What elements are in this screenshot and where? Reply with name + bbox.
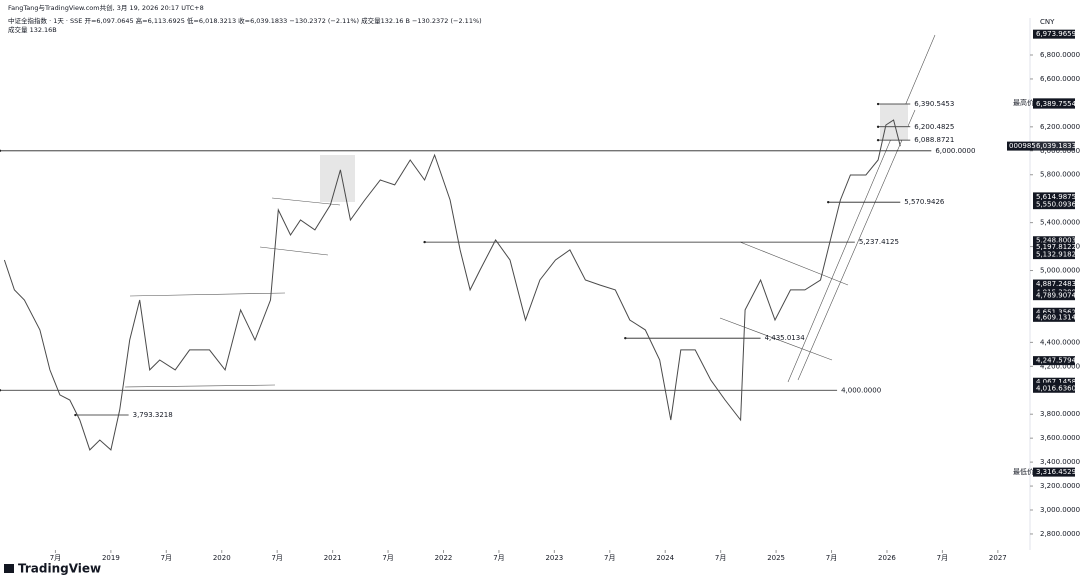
level-label: 6,000.0000 [935,147,975,155]
channel-lines [124,34,936,388]
y-tick-label: 5,800.0000 [1040,171,1080,179]
price-tag [1033,291,1075,301]
y-tick-label: 6,800.0000 [1040,51,1080,59]
y-tick-label: 6,600.0000 [1040,75,1080,83]
level-anchor [423,240,426,244]
x-tick-label: 2026 [878,554,896,562]
price-tag-label: 4,067.1458 [1036,378,1076,386]
y-tick-label: 4,400.0000 [1040,338,1080,346]
x-tick-label: 2024 [656,554,674,562]
price-tag-label: 4,016.6360 [1036,384,1076,392]
x-tick-label: 7月 [271,554,282,562]
x-tick-label: 2021 [324,554,342,562]
x-tick-label: 7月 [50,554,61,562]
level-anchor [827,200,830,204]
price-tag [1033,236,1075,246]
price-tag-label: 4,247.5794 [1036,357,1077,365]
level-label: 5,237.4125 [859,238,899,246]
level-anchor [624,336,627,340]
price-tag-name: 最高价 [1013,98,1034,107]
y-tick-label: 3,400.0000 [1040,458,1080,466]
y-tick-label: 3,600.0000 [1040,434,1080,442]
price-tag [1033,307,1075,317]
level-label: 6,200.4825 [914,123,954,131]
price-tag [1033,356,1075,366]
price-tag [1033,99,1075,109]
y-tick-label: 3,000.0000 [1040,506,1080,514]
level-anchor [0,149,2,152]
level-label: 3,793.3218 [133,411,173,419]
price-tag-label: 6,039.1833 [1036,142,1076,150]
price-tag-label: 5,550.0936 [1036,201,1077,209]
logo-mark [4,564,14,573]
x-tick-label: 7月 [493,554,504,562]
x-tick-label: 2023 [545,554,563,562]
x-tick-label: 7月 [604,554,615,562]
subtitle: 成交量 132.16B [8,25,57,34]
chart-title: 中证全指指数 · 1天 · SSE 开=6,097.0645 高=6,113.6… [8,16,482,25]
price-tag-label: 4,887.2483 [1036,280,1076,288]
x-tick-label: 2025 [767,554,785,562]
price-tag-label: 5,614.9875 [1036,193,1076,201]
price-tag-label: 4,609.1314 [1036,313,1077,321]
x-tick-label: 2022 [435,554,453,562]
level-anchor [74,413,77,417]
price-tag-name: 最低价 [1013,467,1034,476]
x-tick-label: 2019 [102,554,120,562]
price-tag-label: 3,316.4529 [1036,468,1076,476]
price-tag [1033,250,1075,260]
level-anchor [876,138,880,142]
price-tag-label: 5,248.8003 [1036,237,1076,245]
price-tag-label: 6,973.9659 [1036,30,1076,38]
y-tick-label: 4,200.0000 [1040,362,1080,370]
price-line [3,119,901,451]
price-tag [1033,377,1075,387]
price-tag [1033,29,1075,39]
level-label: 6,088.8721 [914,136,954,144]
y-tick-label: 5,400.0000 [1040,219,1080,227]
y-tick-label: 3,200.0000 [1040,482,1080,490]
y-tick-label: 3,800.0000 [1040,410,1080,418]
price-tag-label: 5,132.9182 [1036,251,1076,259]
price-tag [1033,312,1075,322]
level-anchor [876,125,880,128]
currency: CNY [1040,18,1055,26]
x-tick-label: 7月 [715,554,726,562]
x-tick-label: 7月 [161,554,172,562]
price-tag [1033,192,1075,202]
x-tick-label: 2027 [989,554,1007,562]
price-tag-label: 4,651.3562 [1036,308,1076,316]
price-tag [1033,141,1075,151]
level-label: 4,435.0134 [765,334,806,342]
price-tag-name: 000985 [1009,142,1036,150]
x-tick-label: 7月 [937,554,948,562]
price-tag-name-bg [1007,141,1033,151]
price-tag [1033,242,1075,252]
level-anchor [0,389,2,392]
price-tag [1033,200,1075,210]
y-tick-label: 5,000.0000 [1040,267,1080,275]
level-label: 4,000.0000 [841,386,881,394]
level-label: 5,570.9426 [904,198,945,206]
price-tag-label: 6,389.7554 [1036,100,1077,108]
x-tick-label: 7月 [826,554,837,562]
source: FangTang与TradingView.com共创, 3月 19, 2026 … [8,3,204,12]
price-tag [1033,279,1075,289]
level-anchor [876,102,880,106]
brand: TradingView [18,562,101,576]
price-tag [1033,467,1075,477]
x-tick-label: 2020 [213,554,231,562]
price-tag-label: 4,789.9074 [1036,292,1077,300]
y-tick-label: 6,200.0000 [1040,123,1080,131]
y-tick-label: 2,800.0000 [1040,530,1080,538]
price-tag-label: 5,197.8122 [1036,243,1076,251]
price-tag [1033,383,1075,393]
level-label: 6,390.5453 [914,100,954,108]
y-tick-label: 6,000.0000 [1040,147,1080,155]
x-tick-label: 7月 [382,554,393,562]
